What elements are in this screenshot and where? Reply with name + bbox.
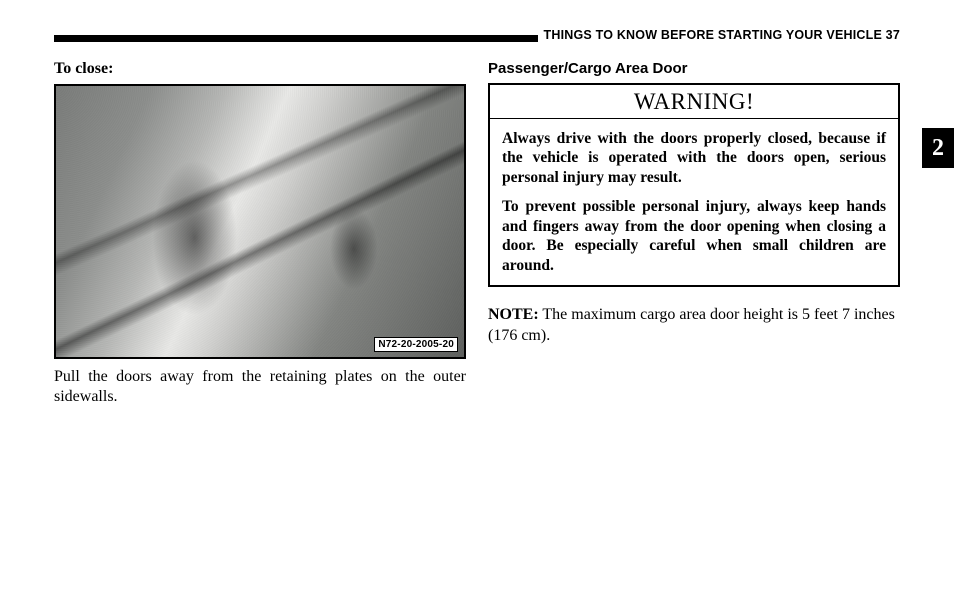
section-number: 2 <box>932 135 944 162</box>
section-tab: 2 <box>922 128 954 168</box>
door-photo: N72-20-2005-20 <box>54 84 466 359</box>
warning-body: Always drive with the doors properly clo… <box>490 119 898 286</box>
two-column-layout: To close: N72-20-2005-20 Pull the doors … <box>54 60 900 407</box>
note-paragraph: NOTE: The maximum cargo area door height… <box>488 305 900 346</box>
warning-paragraph: To prevent possible personal injury, alw… <box>502 197 886 275</box>
warning-title: WARNING! <box>634 89 754 114</box>
page-content: THINGS TO KNOW BEFORE STARTING YOUR VEHI… <box>54 29 900 407</box>
passenger-door-heading: Passenger/Cargo Area Door <box>488 60 900 77</box>
photo-grain <box>56 86 464 357</box>
warning-paragraph: Always drive with the doors properly clo… <box>502 129 886 188</box>
photo-reference-tag: N72-20-2005-20 <box>374 337 458 352</box>
warning-title-cell: WARNING! <box>490 85 898 119</box>
warning-box: WARNING! Always drive with the doors pro… <box>488 83 900 288</box>
to-close-heading: To close: <box>54 60 466 78</box>
running-head-row: THINGS TO KNOW BEFORE STARTING YOUR VEHI… <box>54 29 900 42</box>
header-rule <box>54 35 538 42</box>
left-column: To close: N72-20-2005-20 Pull the doors … <box>54 60 466 407</box>
right-column: Passenger/Cargo Area Door WARNING! Alway… <box>488 60 900 407</box>
note-text: The maximum cargo area door height is 5 … <box>488 306 895 343</box>
note-label: NOTE: <box>488 306 539 323</box>
running-head: THINGS TO KNOW BEFORE STARTING YOUR VEHI… <box>544 29 900 42</box>
photo-caption: Pull the doors away from the retaining p… <box>54 367 466 407</box>
